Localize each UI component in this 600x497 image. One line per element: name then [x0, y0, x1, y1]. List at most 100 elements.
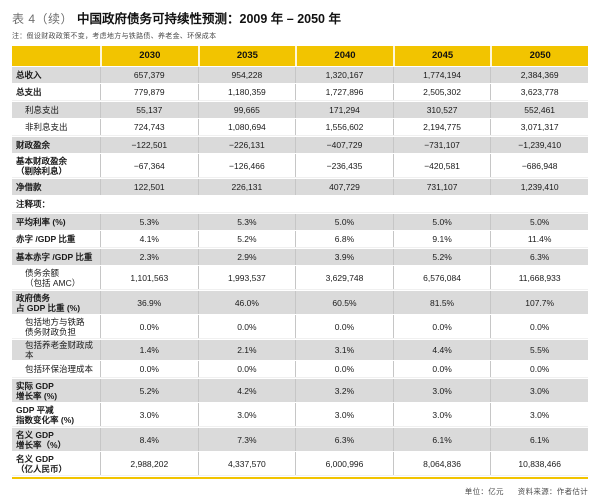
- cell-value: 1,101,563: [100, 266, 198, 289]
- cell-value: 5.3%: [197, 214, 296, 230]
- cell-value: [198, 196, 296, 212]
- cell-value: [100, 196, 198, 212]
- table-row: 注释项：: [12, 196, 588, 213]
- cell-value: 5.0%: [490, 214, 588, 230]
- cell-value: 1,320,167: [295, 67, 393, 83]
- cell-value: 3,629,748: [295, 266, 393, 289]
- cell-value: 5.3%: [100, 214, 198, 230]
- cell-value: 6.3%: [295, 428, 393, 451]
- cell-value: 1,180,359: [197, 84, 296, 100]
- table-row: 非利息支出 724,743 1,080,694 1,556,602 2,194,775 3…: [12, 119, 588, 136]
- source-label: 资料来源：作者估计: [517, 487, 588, 496]
- cell-value: 2,505,302: [392, 84, 491, 100]
- cell-value: −420,581: [392, 154, 491, 177]
- row-label: 名义 GDP 增长率（%）: [16, 429, 67, 450]
- cell-value: 55,137: [100, 102, 198, 118]
- cell-value: 1,727,896: [295, 84, 393, 100]
- cell-value: 0.0%: [197, 315, 296, 338]
- table-row: 债务余额 （包括 AMC） 1,101,563 1,993,537 3,629,748…: [12, 266, 588, 290]
- cell-value: 3.0%: [392, 403, 491, 426]
- cell-value: 4.1%: [100, 231, 198, 247]
- table-row: 基本赤字 /GDP 比重 2.3% 2.9% 3.9% 5.2% 6.3%: [12, 248, 588, 266]
- cell-value: 0.0%: [100, 361, 198, 377]
- cell-value: 5.5%: [490, 340, 588, 360]
- cell-value: 0.0%: [295, 315, 393, 338]
- cell-value: 3.0%: [392, 379, 491, 402]
- row-label: 基本赤字 /GDP 比重: [16, 252, 93, 262]
- table-row: 包括环保治理成本 0.0% 0.0% 0.0% 0.0% 0.0%: [12, 361, 588, 378]
- cell-value: 310,527: [392, 102, 491, 118]
- cell-value: 11.4%: [490, 231, 588, 247]
- cell-value: 60.5%: [295, 291, 393, 314]
- table-row: 包括地方与铁路 债务财政负担 0.0% 0.0% 0.0% 0.0% 0.0%: [12, 315, 588, 339]
- cell-value: −122,501: [100, 137, 198, 153]
- cell-value: −126,466: [197, 154, 296, 177]
- row-label: 实际 GDP 增长率 (%): [16, 380, 58, 401]
- cell-value: 1,556,602: [295, 119, 393, 135]
- cell-value: 4.4%: [392, 340, 491, 360]
- cell-value: −67,364: [100, 154, 198, 177]
- table-row: 包括养老金财政成本 1.4% 2.1% 3.1% 4.4% 5.5%: [12, 339, 588, 361]
- cell-value: 3,071,317: [490, 119, 588, 135]
- cell-value: 657,379: [100, 67, 198, 83]
- cell-value: 99,665: [197, 102, 296, 118]
- row-label: 包括养老金财政成本: [25, 340, 94, 360]
- row-label: 包括地方与铁路 债务财政负担: [25, 316, 85, 337]
- table-row: 政府债务 占 GDP 比重 (%) 36.9% 46.0% 60.5% 81.5% 107…: [12, 290, 588, 315]
- table-row: 名义 GDP 增长率（%） 8.4% 7.3% 6.3% 6.1% 6.1%: [12, 427, 588, 452]
- cell-value: 5.0%: [295, 214, 393, 230]
- row-label: 总收入: [16, 70, 42, 80]
- table-footer: 单位：亿元 资料来源：作者估计: [12, 486, 588, 497]
- cell-value: 3.2%: [295, 379, 393, 402]
- row-label: 总支出: [16, 87, 42, 97]
- cell-value: 107.7%: [490, 291, 588, 314]
- cell-value: 7.3%: [197, 428, 296, 451]
- row-label: 名义 GDP （亿人民币）: [16, 453, 68, 474]
- cell-value: 3.0%: [100, 403, 198, 426]
- cell-value: 8.4%: [100, 428, 198, 451]
- cell-value: 779,879: [100, 84, 198, 100]
- cell-value: −226,131: [197, 137, 296, 153]
- row-label: 净借款: [16, 182, 42, 192]
- cell-value: 10,838,466: [490, 452, 588, 475]
- cell-value: 3.0%: [490, 403, 588, 426]
- table-bottom-accent-line: [12, 477, 588, 479]
- cell-value: 8,064,836: [392, 452, 491, 475]
- table-title: 中国政府债务可持续性预测：2009 年 – 2050 年: [77, 12, 341, 26]
- row-label: 债务余额 （包括 AMC）: [25, 267, 81, 288]
- cell-value: 2,384,369: [490, 67, 588, 83]
- cell-value: 226,131: [197, 179, 296, 195]
- cell-value: 552,461: [490, 102, 588, 118]
- cell-value: 5.2%: [197, 231, 296, 247]
- cell-value: 3.0%: [295, 403, 393, 426]
- cell-value: 2.3%: [100, 249, 198, 265]
- cell-value: [393, 196, 491, 212]
- cell-value: 3.0%: [197, 403, 296, 426]
- cell-value: −407,729: [295, 137, 393, 153]
- cell-value: 407,729: [295, 179, 393, 195]
- cell-value: 1,080,694: [197, 119, 296, 135]
- cell-value: 171,294: [295, 102, 393, 118]
- cell-value: 3.1%: [295, 340, 393, 360]
- cell-value: 4.2%: [197, 379, 296, 402]
- cell-value: 954,228: [197, 67, 296, 83]
- cell-value: 2,988,202: [100, 452, 198, 475]
- table-row: 利息支出 55,137 99,665 171,294 310,527 552,461: [12, 101, 588, 119]
- cell-value: 2.9%: [197, 249, 296, 265]
- cell-value: 1,239,410: [490, 179, 588, 195]
- header-empty-cell: [12, 46, 100, 66]
- cell-value: 1.4%: [100, 340, 198, 360]
- table-row: 平均利率 (%) 5.3% 5.3% 5.0% 5.0% 5.0%: [12, 213, 588, 231]
- row-label: 包括环保治理成本: [25, 364, 94, 374]
- cell-value: 9.1%: [392, 231, 491, 247]
- row-label: 赤字 /GDP 比重: [16, 234, 76, 244]
- cell-value: −686,948: [490, 154, 588, 177]
- column-header-2035: 2035: [197, 46, 296, 66]
- table-header-row: 2030 2035 2040 2045 2050: [12, 46, 588, 66]
- cell-value: −731,107: [392, 137, 491, 153]
- cell-value: 0.0%: [295, 361, 393, 377]
- table-row: GDP 平减 指数变化率 (%) 3.0% 3.0% 3.0% 3.0% 3.0%: [12, 403, 588, 427]
- cell-value: 3,623,778: [490, 84, 588, 100]
- cell-value: 2.1%: [197, 340, 296, 360]
- cell-value: −236,435: [295, 154, 393, 177]
